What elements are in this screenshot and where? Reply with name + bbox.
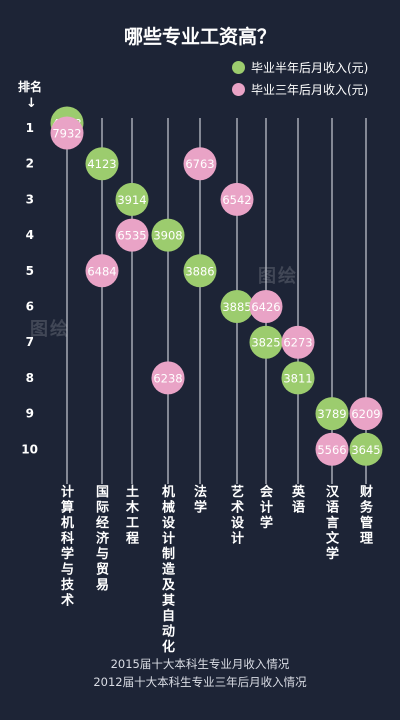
data-point: 3914 bbox=[115, 182, 149, 216]
data-value-label: 3645 bbox=[351, 443, 380, 457]
category-label: 汉语言文学 bbox=[326, 484, 340, 562]
data-point: 6763 bbox=[183, 147, 217, 181]
rank-tick-label: 7 bbox=[26, 335, 34, 349]
data-point: 3811 bbox=[281, 361, 315, 395]
data-value-label: 6535 bbox=[117, 229, 146, 243]
data-value-label: 3886 bbox=[185, 264, 214, 278]
data-point: 4123 bbox=[85, 147, 119, 181]
data-bubble bbox=[249, 290, 283, 323]
data-point: 6238 bbox=[151, 361, 185, 395]
data-bubble bbox=[151, 361, 185, 395]
category-label: 计算机科学与技术 bbox=[60, 484, 75, 609]
data-value-label: 6542 bbox=[222, 193, 251, 207]
data-point: 6484 bbox=[85, 254, 119, 288]
data-point: 6426 bbox=[249, 290, 283, 323]
data-value-label: 6426 bbox=[251, 300, 280, 314]
data-value-label: 7932 bbox=[52, 127, 81, 141]
data-value-label: 3885 bbox=[222, 300, 251, 314]
data-bubble bbox=[85, 254, 119, 288]
legend-swatch-three-year bbox=[232, 82, 245, 96]
data-point: 6542 bbox=[220, 182, 254, 216]
rank-tick-label: 5 bbox=[26, 264, 34, 278]
data-point: 6209 bbox=[349, 397, 383, 431]
rank-tick-label: 8 bbox=[26, 371, 34, 385]
data-bubble bbox=[183, 254, 217, 288]
footnote-1: 2015届十大本科生专业月收入情况 bbox=[110, 657, 290, 671]
data-point: 3908 bbox=[151, 218, 185, 252]
data-value-label: 5566 bbox=[317, 443, 346, 457]
data-value-label: 4123 bbox=[87, 157, 116, 171]
legend-label-half-year: 毕业半年后月收入(元) bbox=[251, 60, 369, 75]
rank-tick-label: 1 bbox=[26, 121, 34, 135]
rank-axis-label: 排名 bbox=[18, 80, 43, 94]
rank-tick-label: 2 bbox=[26, 157, 34, 171]
data-point: 3886 bbox=[183, 254, 217, 288]
category-label: 会计学 bbox=[260, 484, 274, 531]
data-value-label: 3789 bbox=[317, 407, 346, 421]
category-label: 土木工程 bbox=[125, 484, 140, 547]
legend-item-three-year: 毕业三年后月收入(元) bbox=[232, 78, 368, 100]
data-value-label: 6238 bbox=[153, 371, 182, 385]
data-bubble bbox=[85, 147, 119, 181]
watermark-logo: 图绘 bbox=[258, 266, 298, 287]
data-bubble bbox=[220, 290, 254, 323]
data-bubble bbox=[315, 432, 349, 466]
data-point: 6273 bbox=[281, 325, 315, 359]
category-label: 财务管理 bbox=[360, 484, 374, 547]
legend-label-three-year: 毕业三年后月收入(元) bbox=[251, 82, 369, 97]
data-point: 5566 bbox=[315, 432, 349, 466]
watermark-logo: 图绘 bbox=[30, 319, 70, 340]
data-point: 6535 bbox=[115, 218, 149, 252]
data-bubble bbox=[115, 182, 149, 216]
data-bubble bbox=[115, 218, 149, 252]
category-label: 国际经济与贸易 bbox=[96, 485, 110, 593]
category-label: 英语 bbox=[291, 484, 306, 516]
data-value-label: 6484 bbox=[87, 264, 116, 278]
data-bubble bbox=[315, 397, 349, 431]
chart-legend: 毕业半年后月收入(元) 毕业三年后月收入(元) bbox=[232, 56, 368, 100]
footnote-2: 2012届十大本科生专业三年后月收入情况 bbox=[93, 675, 307, 689]
data-bubble bbox=[220, 182, 254, 216]
data-bubble bbox=[281, 361, 315, 395]
data-value-label: 3914 bbox=[117, 193, 146, 207]
data-value-label: 6273 bbox=[283, 336, 312, 350]
data-point: 3825 bbox=[249, 325, 283, 359]
chart-title: 哪些专业工资高？ bbox=[123, 26, 276, 48]
rank-tick-label: 6 bbox=[26, 300, 34, 314]
data-point: 3789 bbox=[315, 397, 349, 431]
rank-tick-label: 9 bbox=[26, 407, 34, 421]
data-bubble bbox=[50, 116, 84, 150]
rank-tick-label: 4 bbox=[26, 228, 34, 242]
rank-tick-label: 3 bbox=[26, 192, 34, 206]
data-value-label: 6763 bbox=[185, 157, 214, 171]
data-point: 3645 bbox=[349, 432, 383, 466]
category-label: 机械设计制造及其自动化 bbox=[162, 484, 176, 655]
data-bubble bbox=[249, 325, 283, 359]
category-label: 艺术设计 bbox=[230, 484, 245, 547]
category-label: 法学 bbox=[194, 484, 207, 516]
down-arrow-icon: ↓ bbox=[26, 96, 37, 111]
data-value-label: 6209 bbox=[351, 407, 380, 421]
data-bubble bbox=[281, 325, 315, 359]
data-point: 3885 bbox=[220, 290, 254, 323]
data-bubble bbox=[151, 218, 185, 252]
rank-tick-label: 10 bbox=[21, 442, 38, 456]
legend-item-half-year: 毕业半年后月收入(元) bbox=[232, 56, 368, 78]
data-bubble bbox=[183, 147, 217, 181]
data-point: 7932 bbox=[50, 116, 84, 150]
data-value-label: 3811 bbox=[283, 371, 312, 385]
data-value-label: 3825 bbox=[251, 336, 280, 350]
data-value-label: 3908 bbox=[153, 229, 182, 243]
data-bubble bbox=[349, 397, 383, 431]
legend-swatch-half-year bbox=[232, 60, 245, 74]
data-bubble bbox=[349, 432, 383, 466]
